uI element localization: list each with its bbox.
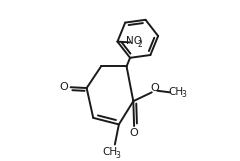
Text: 3: 3 — [115, 151, 120, 160]
Text: O: O — [150, 83, 159, 93]
Text: O: O — [60, 82, 68, 92]
Text: CH: CH — [102, 147, 118, 157]
Text: 2: 2 — [138, 40, 143, 49]
Text: 3: 3 — [181, 90, 186, 99]
Text: CH: CH — [169, 87, 184, 97]
Text: NO: NO — [126, 36, 142, 46]
Text: O: O — [130, 128, 138, 138]
